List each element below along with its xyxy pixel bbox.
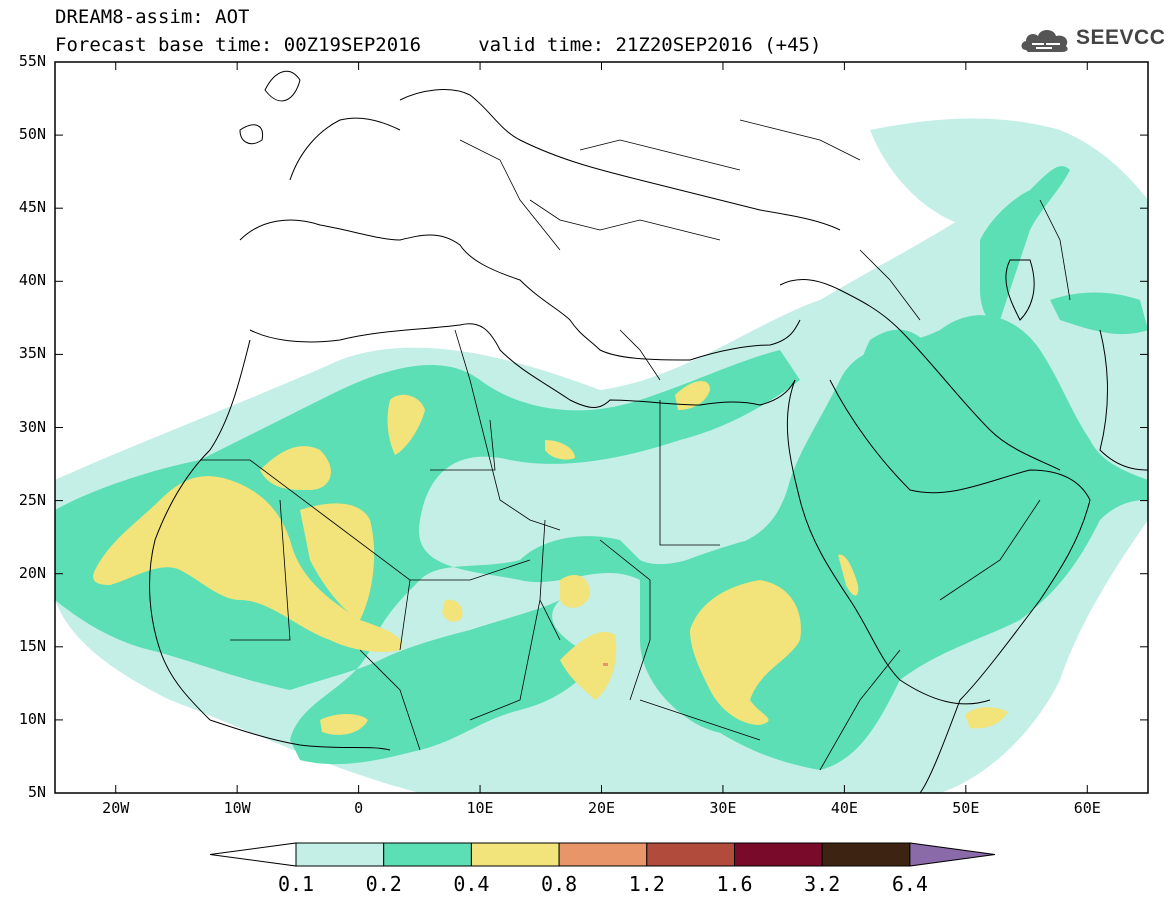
- colorbar-swatch: [383, 842, 472, 867]
- seevccc-logo: SEEVCCC: [1018, 22, 1165, 56]
- lon-label: 10E: [466, 799, 494, 817]
- lat-label: 5N: [27, 783, 46, 801]
- colorbar-swatch: [734, 842, 823, 867]
- aot-field-mid: [55, 166, 1148, 770]
- country-borders: [200, 119, 1071, 771]
- aot-field-peak: [603, 663, 608, 666]
- lat-label: 30N: [18, 417, 46, 436]
- lon-label: 60E: [1073, 799, 1101, 817]
- lat-label: 40N: [18, 271, 46, 290]
- lon-label: 40E: [830, 799, 858, 817]
- colorbar-under-triangle: [209, 842, 297, 867]
- colorbar-label: 3.2: [804, 872, 841, 896]
- colorbar-label: 0.8: [541, 872, 578, 896]
- colorbar-label: 0.2: [365, 872, 402, 896]
- colorbar-label: 1.6: [716, 872, 753, 896]
- lat-label: 50N: [18, 125, 46, 144]
- colorbar-swatch: [821, 842, 911, 867]
- title-line-1: DREAM8-assim: AOT: [55, 6, 250, 28]
- lat-label: 25N: [18, 490, 46, 509]
- colorbar-over-triangle: [909, 842, 996, 867]
- lon-label: 20W: [102, 799, 130, 817]
- lat-label: 35N: [18, 344, 46, 363]
- colorbar-swatch: [295, 842, 385, 867]
- logo-text: SEEVCCC: [1076, 26, 1165, 49]
- cloud-icon: [1021, 30, 1068, 52]
- lon-label: 0: [354, 799, 364, 817]
- colorbar-swatch: [646, 842, 735, 867]
- title-line-2: Forecast base time: 00Z19SEP2016 valid t…: [55, 34, 822, 56]
- colorbar-label: 0.4: [453, 872, 490, 896]
- lon-label: 20E: [587, 799, 616, 817]
- coastlines: [149, 70, 1148, 793]
- lat-label: 20N: [18, 563, 46, 582]
- lat-label: 10N: [18, 709, 46, 728]
- lon-label: 10W: [223, 799, 251, 817]
- colorbar-label: 1.2: [628, 872, 665, 896]
- colorbar-swatch: [558, 842, 648, 867]
- colorbar-label: 6.4: [891, 872, 928, 896]
- lon-label: 30E: [709, 799, 737, 817]
- lat-label: 55N: [18, 52, 46, 70]
- lat-label: 15N: [18, 636, 46, 655]
- colorbar-label: 0.1: [277, 872, 315, 896]
- lon-label: 50E: [952, 799, 980, 817]
- colorbar-swatch: [470, 842, 560, 867]
- axis-ticks: [55, 61, 1148, 794]
- aot-field-high: [93, 380, 1008, 735]
- lat-label: 45N: [18, 198, 46, 217]
